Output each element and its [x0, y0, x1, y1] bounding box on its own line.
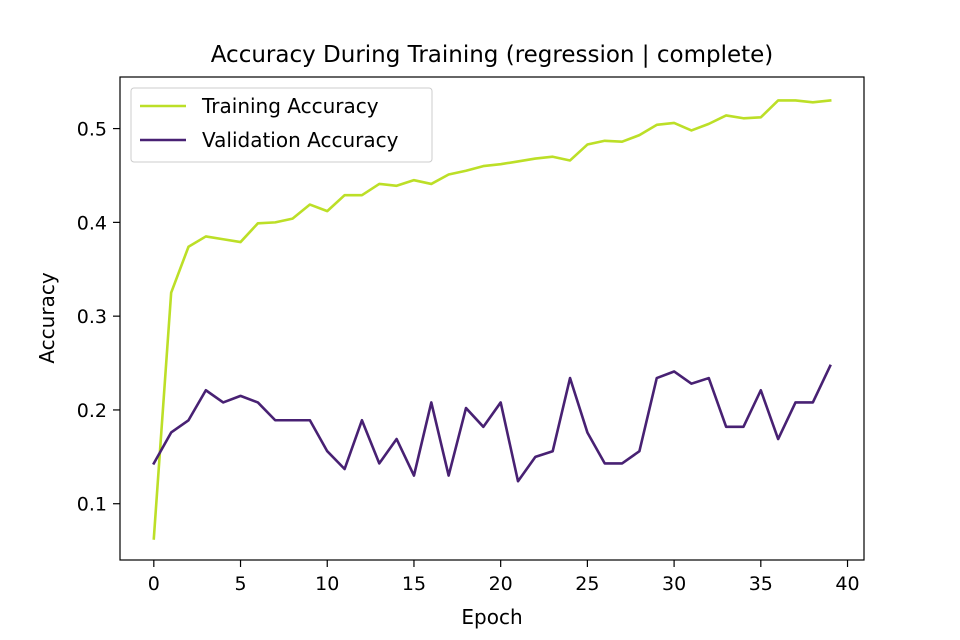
legend-box: [130, 87, 433, 163]
x-tick-label: 5: [234, 573, 246, 595]
x-axis: 0 5 10 15 20 25 30 35 40: [148, 560, 860, 595]
series-line-training: [152, 99, 832, 540]
y-tick-label: 0.2: [77, 400, 107, 422]
x-tick-label: 25: [575, 573, 599, 595]
y-tick-label: 0.1: [77, 494, 107, 516]
x-tick-label: 20: [489, 573, 513, 595]
chart-title: Accuracy During Training (regression | c…: [211, 42, 774, 68]
legend-label: Training Accuracy: [201, 94, 379, 118]
axes-frame: [119, 76, 865, 561]
y-tick-label: 0.3: [77, 306, 107, 328]
x-tick-label: 0: [148, 573, 160, 595]
y-axis: 0.1 0.2 0.3 0.4 0.5: [77, 119, 120, 516]
legend: Training Accuracy Validation Accuracy: [130, 87, 433, 163]
y-tick-label: 0.4: [77, 212, 107, 234]
y-axis-label: Accuracy: [35, 272, 59, 363]
legend-label: Validation Accuracy: [202, 128, 399, 152]
series-line-validation: [152, 364, 832, 483]
x-axis-label: Epoch: [461, 605, 522, 629]
x-tick-label: 10: [315, 573, 339, 595]
x-tick-label: 40: [835, 573, 859, 595]
x-tick-label: 15: [402, 573, 426, 595]
plot-area: [152, 99, 832, 540]
x-tick-label: 35: [749, 573, 773, 595]
x-tick-label: 30: [662, 573, 686, 595]
y-tick-label: 0.5: [77, 119, 107, 141]
